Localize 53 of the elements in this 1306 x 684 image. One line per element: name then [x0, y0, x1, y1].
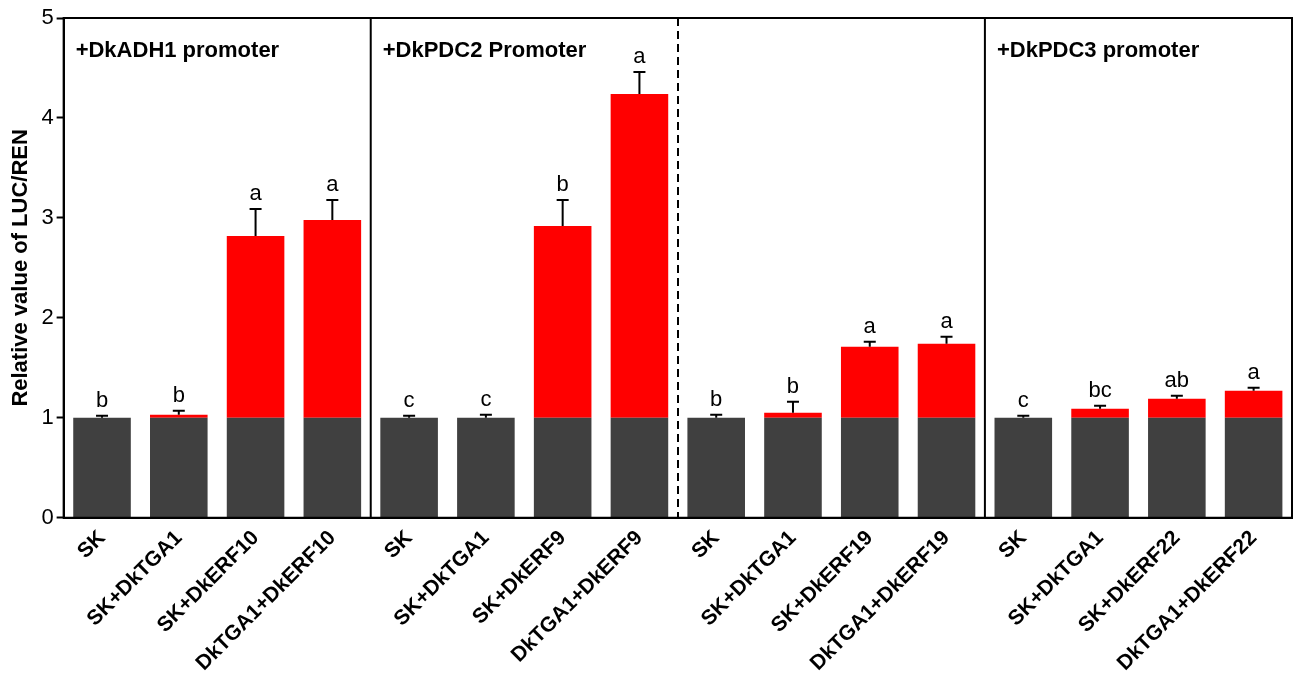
bar — [226, 235, 285, 418]
bar — [226, 417, 285, 518]
bar — [1224, 390, 1283, 418]
bar — [303, 417, 362, 518]
y-tick-label: 4 — [41, 104, 54, 130]
bar — [917, 417, 976, 518]
data-label: bc — [1088, 376, 1112, 402]
annotation: +DkPDC3 promoter — [996, 37, 1200, 63]
bar — [150, 417, 208, 518]
data-label: a — [1247, 358, 1261, 384]
bar — [610, 93, 669, 418]
data-label: a — [940, 307, 954, 333]
bar — [150, 414, 208, 418]
data-label: a — [633, 43, 647, 69]
annotation: +DkADH1 promoter — [75, 37, 280, 63]
bar — [917, 343, 976, 418]
bar — [687, 417, 745, 518]
bar — [533, 225, 592, 418]
bar — [840, 417, 899, 518]
y-axis-title: Relative value of LUC/REN — [7, 129, 33, 407]
y-tick-label: 0 — [41, 503, 54, 529]
data-label: a — [249, 179, 263, 205]
bar — [533, 417, 592, 518]
bar — [73, 417, 131, 518]
data-label: b — [95, 386, 109, 412]
bar — [610, 417, 669, 518]
bar — [1224, 417, 1283, 518]
data-label: ab — [1164, 366, 1190, 392]
data-label: b — [710, 385, 723, 411]
data-label: c — [1017, 386, 1029, 412]
data-label: c — [480, 385, 492, 411]
bar — [303, 219, 362, 418]
bar — [1148, 398, 1206, 418]
bar — [764, 412, 822, 418]
y-tick-label: 3 — [41, 203, 54, 229]
bar — [764, 417, 822, 518]
bar — [840, 346, 899, 418]
y-tick-label: 5 — [41, 4, 54, 30]
data-label: b — [172, 381, 185, 407]
bar — [457, 417, 515, 518]
data-label: b — [786, 372, 800, 398]
bar — [994, 417, 1053, 518]
y-tick-label: 1 — [41, 403, 54, 429]
bar — [1071, 408, 1129, 418]
bar — [1071, 417, 1129, 518]
data-label: c — [403, 386, 415, 412]
data-label: b — [556, 170, 569, 196]
bar — [1148, 417, 1206, 518]
y-tick-label: 2 — [41, 303, 54, 329]
data-label: a — [326, 170, 340, 196]
bar — [380, 417, 438, 518]
annotation: +DkPDC2 Promoter — [382, 37, 587, 63]
data-label: a — [863, 312, 877, 338]
